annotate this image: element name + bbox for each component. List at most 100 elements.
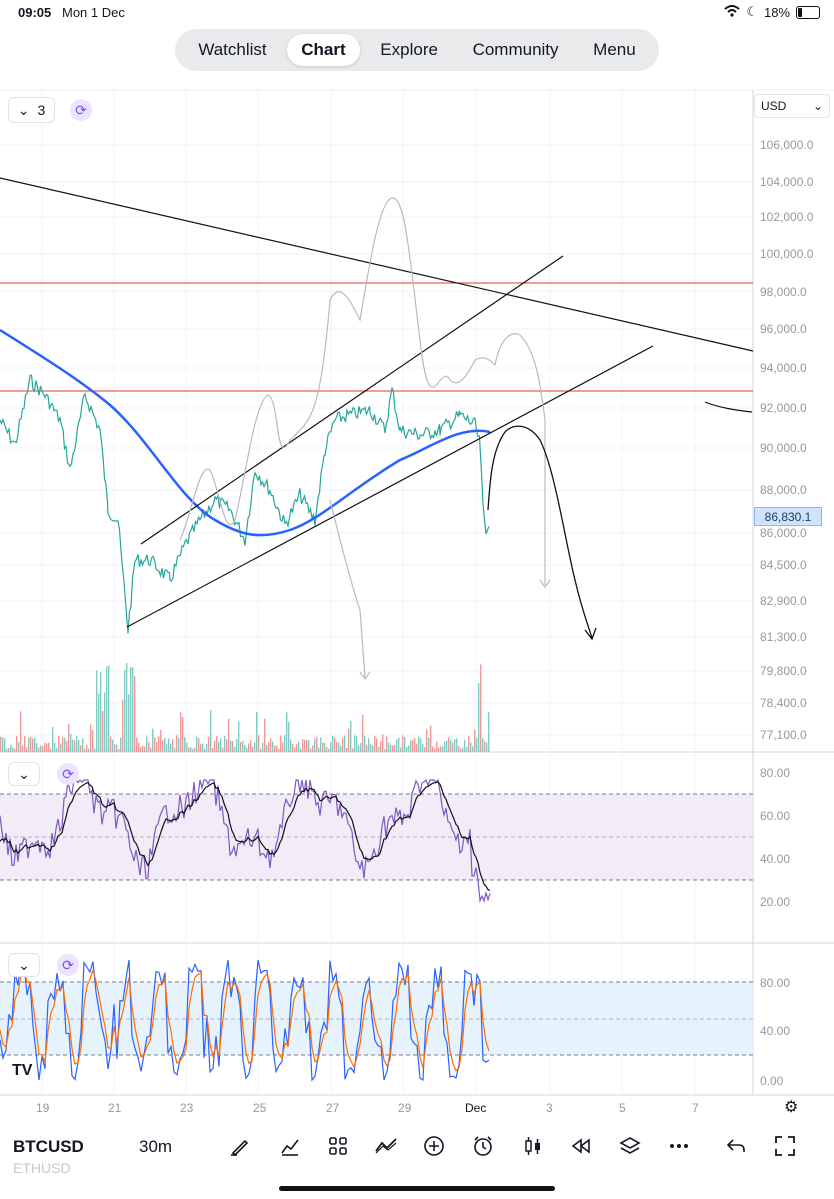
draw-pen-icon[interactable] [227,1133,253,1159]
candles-icon[interactable] [520,1133,546,1159]
rsi-band [0,794,753,880]
price-axis-label: 84,500.0 [760,558,807,572]
time-axis-label: 23 [180,1101,194,1115]
interval-button[interactable]: 30m [139,1137,173,1156]
more-icon[interactable] [666,1133,692,1159]
projection-arrow-gray-1[interactable] [539,579,551,589]
projection-path-gray-1[interactable] [179,197,546,585]
projection-path-gray-2[interactable] [329,499,366,679]
status-icons: ☾ 18% [724,4,820,20]
price-axis-label: 104,000.0 [760,175,814,189]
tab-community[interactable]: Community [472,40,559,59]
tab-menu[interactable]: Menu [593,40,636,59]
trendline-right-fragment[interactable] [704,401,753,413]
price-axis-label: 78,400.0 [760,696,807,710]
moon-icon: ☾ [746,4,758,19]
time-axis-label: 21 [108,1101,122,1115]
projection-arrow-gray-2[interactable] [359,671,371,681]
stoch-pane-collapse-button[interactable]: ⌄ [8,953,40,977]
stoch-axis-label: 40.00 [760,1024,791,1038]
projection-path-black[interactable] [487,425,593,639]
stoch-axis-label: 80.00 [760,976,791,990]
price-axis-label: 102,000.0 [760,210,814,224]
fullscreen-icon[interactable] [772,1133,798,1159]
time-axis-label: 27 [326,1101,340,1115]
currency-select[interactable]: USD ⌄ [754,94,830,118]
price-series [0,374,490,634]
price-axis-label: 77,100.0 [760,728,807,742]
sync-icon[interactable]: ⟳ [70,99,92,121]
tradingview-logo: TV [12,1062,33,1079]
wifi-icon [724,4,740,20]
price-axis-label: 79,800.0 [760,664,807,678]
price-axis-label: 106,000.0 [760,138,814,152]
indicators-icon[interactable] [277,1133,303,1159]
alarm-clock-icon[interactable] [470,1133,496,1159]
chevron-down-icon: ⌄ [17,101,30,118]
projection-arrow-black[interactable] [584,627,597,641]
sync-icon[interactable]: ⟳ [57,763,79,785]
layers-icon[interactable] [617,1133,643,1159]
rsi-ma-line [0,781,491,892]
time-axis-label: 25 [253,1101,267,1115]
symbol-button[interactable]: BTCUSD [13,1137,84,1156]
status-date: Mon 1 Dec [62,5,125,20]
price-axis-label: 94,000.0 [760,361,807,375]
chevron-down-icon: ⌄ [812,99,823,113]
rsi-line [0,778,491,903]
price-axis-label: 96,000.0 [760,322,807,336]
price-axis-label: 90,000.0 [760,441,807,455]
tab-chart[interactable]: Chart [287,34,360,66]
settings-icon[interactable]: ⚙ [784,1099,799,1116]
grid-lines [0,90,753,1095]
symbol-secondary: ETHUSD [13,1160,71,1176]
rsi-axis-label: 40.00 [760,852,791,866]
chevron-down-icon: ⌄ [18,765,30,782]
status-time: 09:05 [18,5,52,20]
price-axis-label: 81,300.0 [760,630,807,644]
channel-lower-line[interactable] [126,345,654,628]
battery-percent: 18% [763,4,790,20]
time-axis-label: 3 [546,1101,553,1115]
time-axis-label: Dec [465,1101,487,1115]
add-icon[interactable] [421,1133,447,1159]
status-bar: 09:05 Mon 1 Dec ☾ 18% [0,0,834,26]
time-axis-label: 7 [692,1101,699,1115]
last-price-tag: 86,830.1 [754,507,822,526]
rsi-pane-collapse-button[interactable]: ⌄ [8,762,40,786]
descending-trendline[interactable] [0,177,754,352]
volume-bars [0,663,490,752]
tab-watchlist[interactable]: Watchlist [198,40,267,59]
layout-grid-icon[interactable] [325,1133,351,1159]
stoch-d-line [0,967,490,1072]
price-axis-label: 100,000.0 [760,247,814,261]
undo-icon[interactable] [723,1133,749,1159]
price-axis-label: 92,000.0 [760,401,807,415]
channel-upper-line[interactable] [140,255,564,545]
sync-icon[interactable]: ⟳ [57,954,79,976]
rsi-axis-label: 80.00 [760,766,791,780]
time-axis-label: 29 [398,1101,412,1115]
main-nav: Watchlist Chart Explore Community Menu [175,29,659,71]
price-axis-label: 82,900.0 [760,594,807,608]
main-pane-collapse-button[interactable]: ⌄ 3 [8,97,55,123]
currency-label: USD [761,99,787,113]
rsi-axis-label: 60.00 [760,809,791,823]
home-indicator [279,1186,555,1191]
stoch-axis-label: 0.00 [760,1074,784,1088]
price-axis-label: 86,000.0 [760,526,807,540]
price-axis-label: 98,000.0 [760,285,807,299]
compare-icon[interactable] [373,1133,399,1159]
rsi-axis-label: 20.00 [760,895,791,909]
chevron-down-icon: ⌄ [18,956,30,973]
time-axis-label: 19 [36,1101,50,1115]
tab-explore[interactable]: Explore [380,40,438,59]
stoch-k-line [0,958,490,1082]
price-axis-label: 88,000.0 [760,483,807,497]
replay-rewind-icon[interactable] [568,1133,594,1159]
time-axis-label: 5 [619,1101,626,1115]
battery-icon [796,5,820,19]
moving-average-line [0,328,491,537]
collapse-count: 3 [37,102,46,118]
